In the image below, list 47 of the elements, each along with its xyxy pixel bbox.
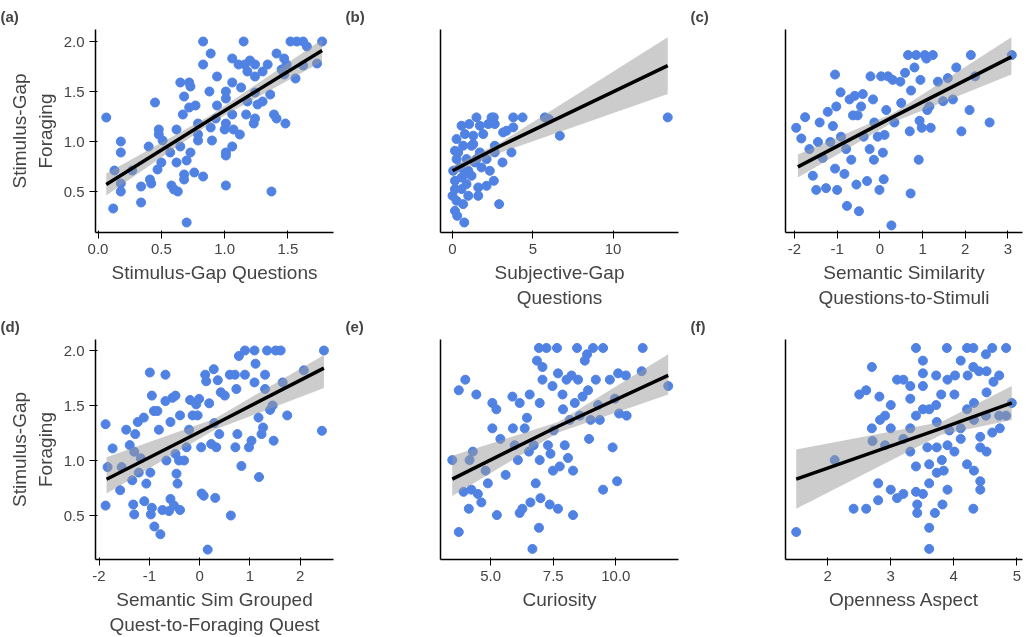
chart-title: (f) bbox=[690, 317, 706, 335]
x-tick-label: 5.0 bbox=[480, 566, 502, 584]
x-tick-label: 0 bbox=[875, 239, 885, 257]
x-axis-title: Semantic Sim Grouped Quest-to-Foraging Quest bbox=[109, 588, 321, 635]
y-tick-label: 2.0 bbox=[63, 341, 85, 359]
x-tick-label: 4 bbox=[949, 566, 958, 584]
x-tick-label: 7.5 bbox=[542, 566, 564, 584]
x-axis-title: Curiosity bbox=[522, 588, 597, 610]
x-tick-label: 3 bbox=[886, 566, 895, 584]
chart-title: (e) bbox=[345, 317, 364, 335]
x-tick-label: -1 bbox=[142, 566, 157, 584]
x-tick-label: 2 bbox=[961, 239, 970, 257]
x-tick-label: 2 bbox=[823, 566, 832, 584]
x-tick-label: 5 bbox=[1012, 566, 1021, 584]
y-axis-title: Stimulus-Gap Foraging bbox=[9, 391, 56, 508]
y-tick-label: 1.0 bbox=[63, 451, 85, 469]
chart-title: (d) bbox=[0, 317, 20, 335]
chart-title: (c) bbox=[690, 7, 709, 25]
x-tick-label: 3 bbox=[1003, 239, 1013, 257]
x-tick-label: -1 bbox=[830, 239, 844, 257]
x-tick-label: 0.0 bbox=[87, 239, 109, 257]
x-tick-label: 0.5 bbox=[150, 239, 172, 257]
y-tick-label: 1.5 bbox=[63, 82, 85, 100]
x-tick-label: 5 bbox=[528, 239, 538, 257]
x-axis-title: Openness Aspect bbox=[829, 588, 979, 610]
x-tick-label: 1.0 bbox=[214, 239, 236, 257]
chart-title: (a) bbox=[0, 7, 19, 25]
y-axis-title: Stimulus-Gap Foraging bbox=[9, 73, 56, 189]
x-tick-label: 0 bbox=[448, 239, 457, 257]
x-tick-label: 0 bbox=[195, 566, 204, 584]
y-tick-label: 1.0 bbox=[63, 132, 85, 150]
y-tick-label: 0.5 bbox=[63, 182, 85, 200]
x-axis-title: Stimulus-Gap Questions bbox=[111, 261, 318, 283]
y-tick-label: 0.5 bbox=[63, 506, 85, 524]
x-tick-label: 1 bbox=[245, 566, 255, 584]
x-axis-title: Semantic Similarity Questions-to-Stimuli bbox=[818, 261, 990, 308]
x-tick-label: 1.5 bbox=[277, 239, 299, 257]
x-tick-label: 2 bbox=[296, 566, 305, 584]
x-tick-label: -2 bbox=[92, 566, 106, 584]
x-axis-title: Subjective-Gap Questions bbox=[494, 261, 625, 308]
x-tick-label: 10.0 bbox=[601, 566, 631, 584]
x-tick-label: -2 bbox=[787, 239, 802, 257]
y-tick-label: 2.0 bbox=[63, 32, 85, 50]
x-tick-label: 10 bbox=[604, 239, 622, 257]
chart-title: (b) bbox=[345, 7, 365, 25]
y-tick-label: 1.5 bbox=[63, 396, 85, 414]
x-tick-label: 1 bbox=[918, 239, 927, 257]
